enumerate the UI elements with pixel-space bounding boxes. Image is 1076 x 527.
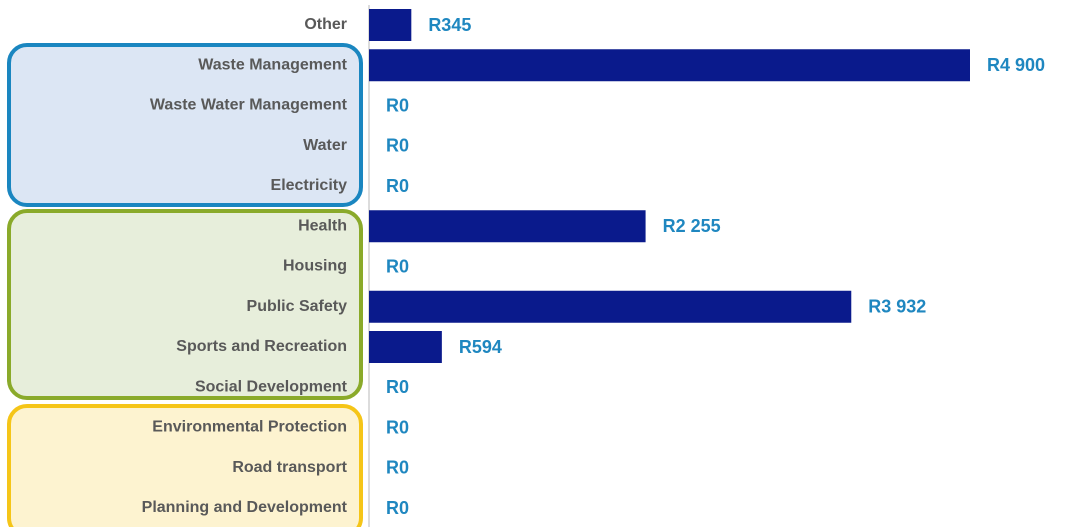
value-label: R0 bbox=[386, 498, 409, 518]
bar bbox=[369, 290, 852, 323]
category-label: Waste Management bbox=[198, 56, 347, 73]
value-label: R0 bbox=[386, 176, 409, 196]
category-label: Housing bbox=[283, 258, 347, 275]
value-label: R0 bbox=[386, 458, 409, 478]
category-label: Social Development bbox=[195, 378, 348, 395]
value-label: R0 bbox=[386, 256, 409, 276]
bar bbox=[369, 331, 442, 363]
group-box bbox=[7, 404, 363, 527]
value-label: R4 900 bbox=[987, 55, 1045, 75]
bar bbox=[369, 9, 412, 41]
category-label: Waste Water Management bbox=[150, 97, 348, 114]
value-label: R0 bbox=[386, 136, 409, 156]
value-label: R0 bbox=[386, 95, 409, 115]
value-label: R345 bbox=[428, 15, 471, 35]
category-label: Road transport bbox=[232, 459, 347, 476]
category-label: Other bbox=[304, 16, 347, 33]
group-box bbox=[7, 43, 363, 207]
value-label: R0 bbox=[386, 377, 409, 397]
category-label: Water bbox=[303, 137, 347, 154]
category-label: Public Safety bbox=[247, 298, 348, 315]
bar bbox=[369, 49, 970, 82]
value-label: R2 255 bbox=[663, 216, 721, 236]
bar bbox=[369, 210, 646, 243]
value-label: R594 bbox=[459, 337, 502, 357]
value-label: R3 932 bbox=[868, 297, 926, 317]
category-label: Environmental Protection bbox=[152, 419, 347, 436]
group-box bbox=[7, 209, 363, 400]
category-label: Health bbox=[298, 217, 347, 234]
category-label: Planning and Development bbox=[142, 499, 348, 516]
value-label: R0 bbox=[386, 417, 409, 437]
category-label: Electricity bbox=[271, 177, 348, 194]
category-label: Sports and Recreation bbox=[176, 338, 347, 355]
